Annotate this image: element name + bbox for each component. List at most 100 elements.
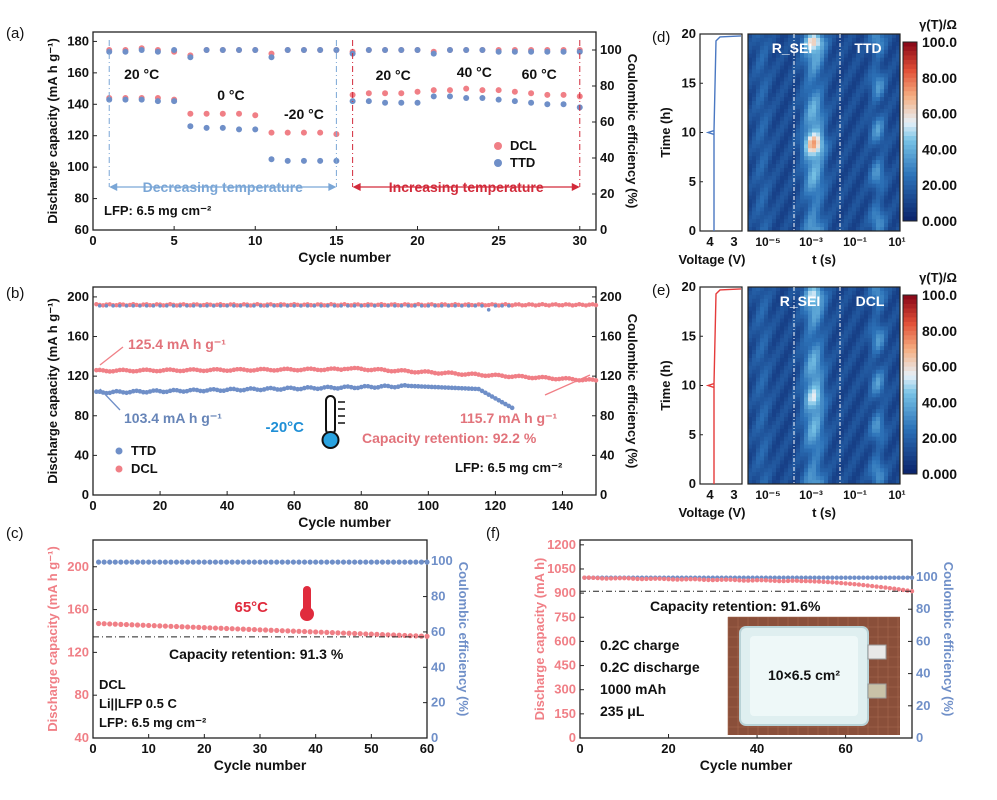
d-heatmap-cell (796, 45, 801, 51)
e-heatmap-cell (752, 287, 757, 292)
e-heatmap-cell (832, 330, 837, 335)
b-ce-point-ttd (205, 304, 209, 308)
e-colorbar-step (903, 451, 917, 457)
e-heatmap-cell (808, 401, 813, 406)
e-heatmap-cell (784, 322, 789, 327)
c-ce-point (118, 559, 124, 565)
b-point-dcl (268, 367, 274, 373)
e-heatmap-cell (888, 420, 893, 426)
d-heatmap-cell (884, 37, 889, 43)
c-ce-point (95, 559, 102, 565)
e-heatmap-cell (840, 385, 845, 390)
e-heatmap-cell (892, 440, 897, 445)
d-heatmap-cell (748, 148, 753, 153)
e-heatmap-cell (852, 342, 857, 347)
d-heatmap-cell (828, 128, 833, 133)
e-heatmap-cell (816, 401, 821, 406)
d-heatmap-cell (820, 187, 825, 192)
e-heatmap-cell (780, 480, 785, 485)
d-heatmap-cell (772, 207, 777, 212)
d-heatmap-cell (884, 61, 889, 66)
d-heatmap-cell (888, 207, 893, 212)
e-heatmap-cell (760, 322, 765, 327)
c-ce-point (285, 559, 291, 565)
e-heatmap-cell (792, 310, 797, 315)
d-heatmap-cell (760, 152, 765, 157)
d-heatmap-cell (812, 49, 817, 55)
d-heatmap-cell (872, 104, 877, 110)
a-legend-label-dcl: DCL (510, 138, 537, 153)
d-heatmap-cell (748, 136, 753, 141)
b-ce-point-dcl (141, 302, 146, 307)
d-heatmap-cell (756, 100, 761, 106)
d-heatmap-cell (884, 120, 889, 126)
c-point-dcl (246, 626, 252, 632)
d-heatmap-cell (816, 77, 821, 82)
d-heatmap-cell (832, 49, 837, 55)
e-heatmap-cell (896, 287, 901, 292)
e-heatmap-cell (872, 420, 877, 426)
e-heatmap-cell (848, 476, 853, 481)
d-heatmap-cell (796, 199, 801, 204)
d-heatmap-cell (896, 175, 901, 181)
b-ce-point-dcl (288, 302, 294, 308)
e-heatmap-cell (876, 377, 881, 382)
d-heatmap-cell (788, 53, 793, 59)
d-heatmap-cell (788, 195, 793, 200)
d-heatmap-cell (804, 148, 809, 153)
d-heatmap-cell (808, 112, 813, 118)
d-heatmap-cell (840, 77, 845, 82)
d-heatmap-cell (864, 61, 869, 66)
e-heatmap-cell (808, 287, 813, 292)
a-point-dcl (414, 88, 421, 95)
e-heatmap-cell (824, 310, 829, 315)
e-heatmap-cell (872, 377, 877, 382)
e-heatmap-cell (776, 369, 781, 375)
b-y-tick-label: 80 (75, 408, 89, 423)
e-heatmap-cell (796, 393, 801, 398)
e-heatmap-cell (860, 460, 865, 465)
e-colorbar-step (903, 388, 917, 394)
e-colorbar-step (903, 371, 917, 377)
e-heatmap-cell (852, 353, 857, 359)
d-heatmap-cell (816, 85, 821, 90)
e-heatmap-cell (820, 310, 825, 315)
d-heatmap-cell (752, 81, 757, 86)
e-heatmap-cell (812, 287, 817, 292)
d-heatmap-cell (816, 100, 821, 106)
d-heatmap-cell (868, 81, 873, 86)
d-heatmap-cell (772, 227, 777, 232)
e-heatmap-cell (788, 346, 793, 351)
e-heatmap-cell (860, 397, 865, 402)
d-heatmap-cell (880, 53, 885, 59)
e-heatmap-cell (784, 472, 789, 477)
b-ce-point-dcl (483, 303, 488, 308)
e-heatmap-cell (856, 294, 861, 300)
d-heatmap-cell (748, 49, 753, 55)
b-ce-point-ttd (158, 304, 162, 308)
e-heatmap-cell (812, 460, 817, 465)
d-heatmap-cell (896, 124, 901, 129)
e-heatmap-cell (820, 357, 825, 363)
d-heatmap-cell (872, 203, 877, 208)
e-heatmap-cell (856, 361, 861, 367)
e-heatmap-cell (828, 385, 833, 390)
e-heatmap-cell (784, 452, 789, 457)
e-heatmap-cell (852, 452, 857, 457)
e-heatmap-cell (808, 318, 813, 323)
d-heatmap-cell (764, 61, 769, 66)
e-heatmap-cell (768, 460, 773, 465)
a-point-ttd-ce (138, 47, 145, 53)
d-heatmap-cell (780, 57, 785, 62)
e-heatmap-cell (756, 452, 761, 457)
d-heatmap-cell (748, 93, 753, 98)
d-heatmap-cell (820, 136, 825, 141)
d-heatmap-cell (752, 53, 757, 59)
e-heatmap-cell (804, 373, 809, 379)
d-heatmap-cell (768, 160, 773, 165)
d-heatmap-cell (780, 100, 785, 106)
d-heatmap-cell (788, 108, 793, 114)
d-colorbar-step (903, 42, 917, 47)
d-heatmap-cell (756, 37, 761, 43)
d-heatmap-cell (792, 219, 797, 224)
